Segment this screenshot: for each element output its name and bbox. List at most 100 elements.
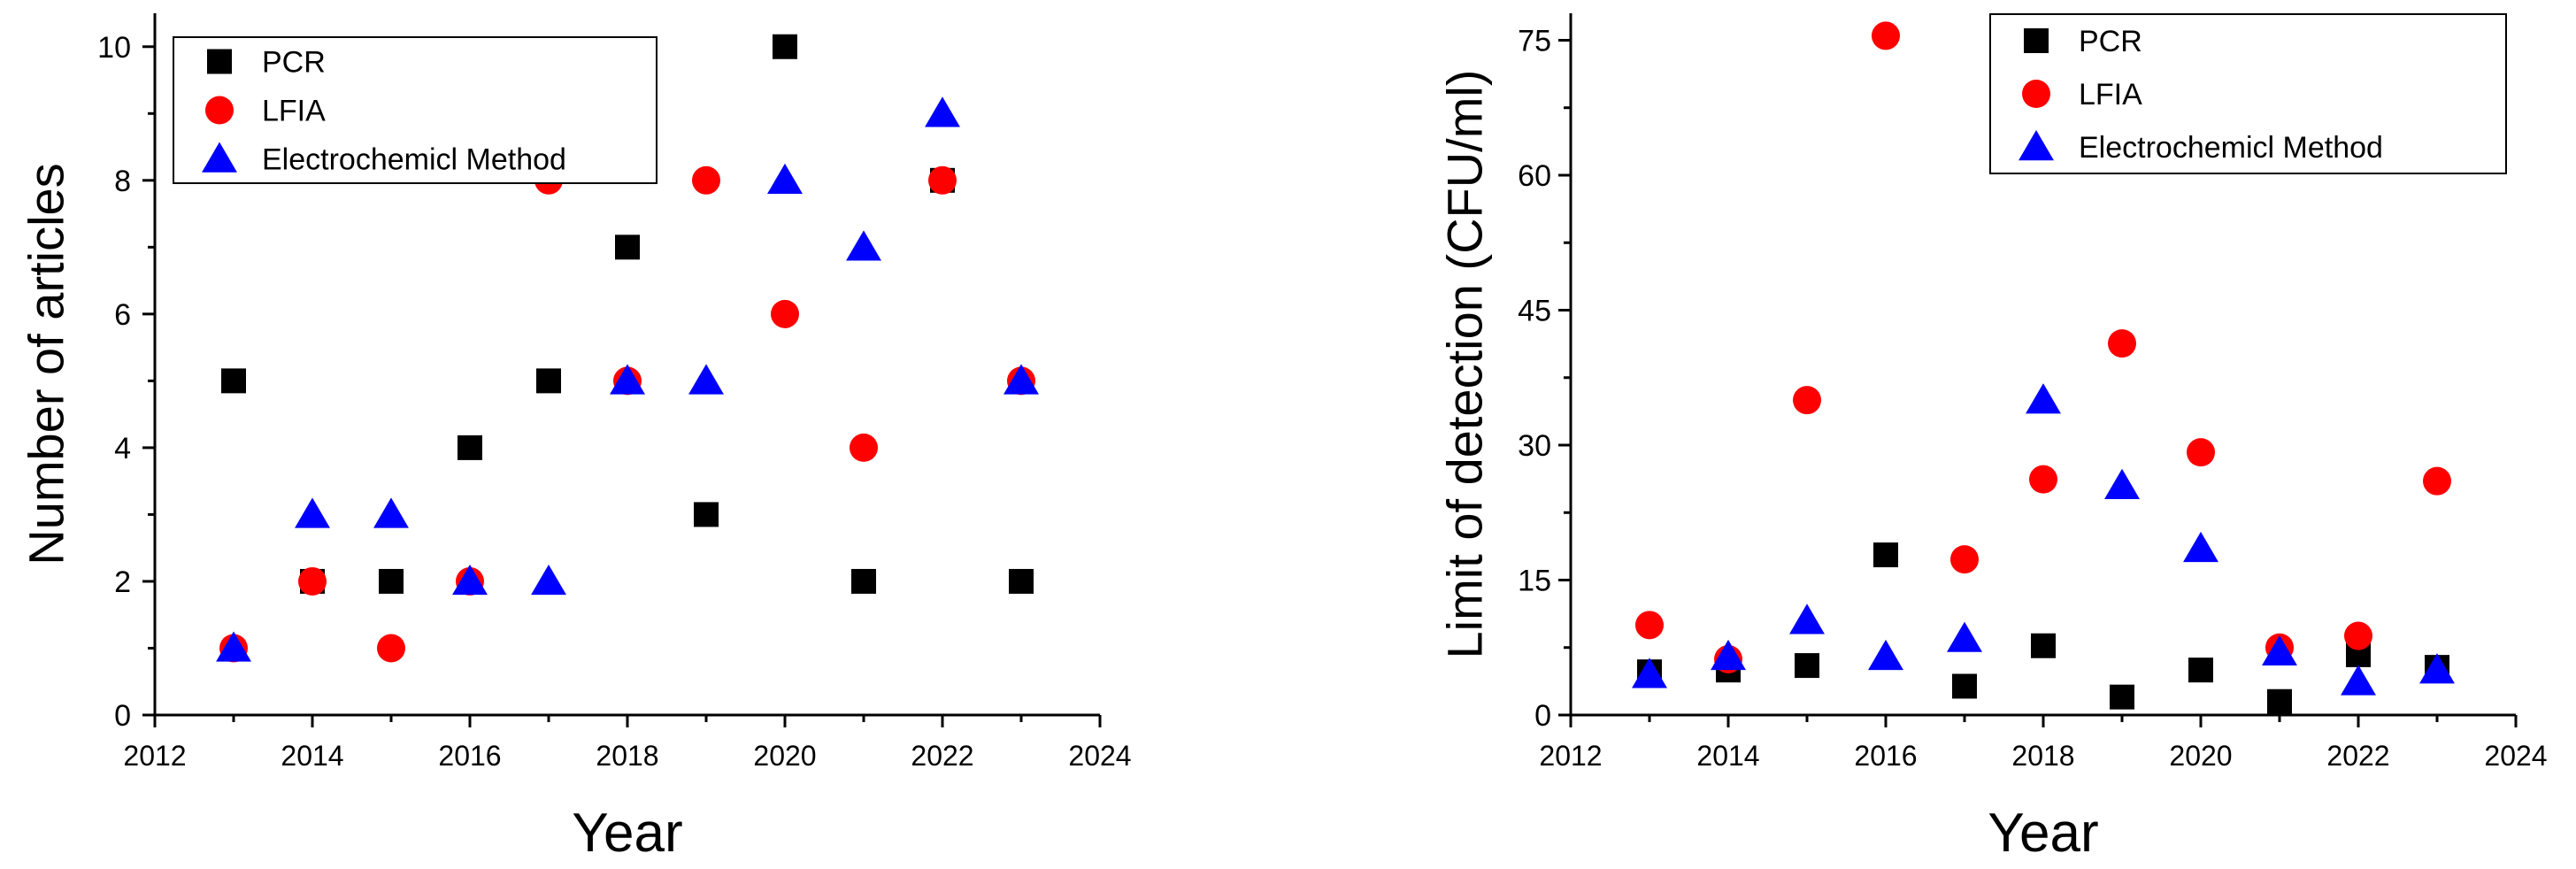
data-point: [221, 368, 246, 394]
data-point: [2108, 329, 2136, 358]
data-point: [377, 634, 405, 663]
legend-marker: [2022, 80, 2050, 108]
data-point: [2026, 383, 2061, 414]
data-point: [536, 368, 561, 394]
series-triangle: [1632, 383, 2455, 696]
data-point: [1789, 604, 1825, 634]
y-tick-label: 75: [1518, 25, 1551, 58]
y-tick-label: 45: [1518, 295, 1551, 328]
x-tick-label: 2020: [2169, 740, 2232, 772]
data-point: [216, 631, 251, 662]
data-point: [458, 434, 482, 460]
data-point: [1635, 611, 1664, 640]
data-point: [771, 299, 799, 328]
y-axis-label: Number of articles: [19, 163, 74, 565]
data-point: [2031, 633, 2056, 658]
data-point: [928, 165, 957, 195]
data-point: [298, 566, 327, 596]
legend-marker: [2024, 28, 2049, 53]
data-point: [850, 433, 878, 462]
legend-label: LFIA: [2079, 78, 2142, 112]
x-tick-label: 2014: [1696, 740, 1759, 772]
legend: PCR LFIA Electrochemicl Method: [1989, 13, 2507, 174]
data-point: [2110, 684, 2134, 710]
series-square: [1637, 542, 2449, 714]
detection-limit-chart: 2012 2014 2016 2018 2020 2022 2024 0 15 30 45 60 75 Y…: [1437, 13, 2548, 864]
y-tick-label: 2: [114, 565, 131, 599]
data-point: [1947, 621, 1982, 652]
data-point: [1873, 542, 1898, 568]
x-axis-label: Year: [1988, 803, 2098, 864]
data-point: [531, 564, 566, 596]
data-point: [610, 364, 645, 395]
data-point: [2267, 688, 2292, 714]
legend-marker: [207, 49, 232, 74]
data-point: [2104, 468, 2140, 499]
data-point: [2423, 466, 2451, 496]
y-tick-label: 6: [114, 298, 131, 332]
data-point: [2187, 438, 2215, 467]
data-point: [373, 497, 409, 528]
x-tick-label: 2022: [2326, 740, 2389, 772]
data-point: [1009, 568, 1034, 594]
articles-chart: 2012 2014 2016 2018 2020 2022 2024 0 2 4 6 8 10 Year N…: [19, 13, 1132, 864]
y-tick-label: 4: [114, 432, 131, 465]
y-tick-label: 8: [114, 165, 131, 198]
data-point: [2419, 653, 2455, 684]
x-axis-label: Year: [572, 803, 682, 864]
y-tick-label: 30: [1518, 429, 1551, 463]
x-tick-label: 2018: [2011, 740, 2074, 772]
x-tick-label: 2012: [123, 740, 186, 772]
legend-label: Electrochemicl Method: [262, 143, 566, 177]
data-point: [452, 564, 488, 596]
data-point: [615, 235, 640, 260]
data-point: [688, 364, 724, 395]
y-axis-label: Limit of detection (CFU/ml): [1437, 70, 1493, 659]
data-point: [925, 96, 960, 127]
legend-box: [1989, 13, 2507, 174]
legend-box: [173, 36, 657, 184]
data-point: [851, 568, 876, 594]
legend-label: PCR: [262, 46, 326, 80]
x-tick-label: 2014: [281, 740, 343, 772]
data-point: [1950, 545, 1979, 574]
x-tick-label: 2022: [911, 740, 973, 772]
data-point: [1952, 673, 1977, 699]
data-point: [2341, 665, 2376, 696]
data-point: [767, 163, 803, 195]
data-point: [846, 230, 881, 261]
y-tick-label: 0: [114, 699, 131, 733]
data-point: [379, 568, 404, 594]
x-tick-label: 2012: [1539, 740, 1602, 772]
legend: PCR LFIA Electrochemicl Method: [173, 36, 657, 184]
data-point: [2183, 531, 2218, 563]
x-tick-label: 2024: [2484, 740, 2547, 772]
x-tick-label: 2016: [1854, 740, 1917, 772]
legend-label: PCR: [2079, 25, 2142, 58]
legend-marker: [202, 142, 237, 173]
y-tick-label: 10: [97, 31, 131, 65]
data-point: [1711, 639, 1746, 671]
x-tick-label: 2018: [596, 740, 658, 772]
data-point: [1632, 658, 1667, 688]
x-tick-label: 2024: [1068, 740, 1131, 772]
y-tick-label: 0: [1534, 699, 1551, 733]
data-point: [773, 34, 797, 59]
y-tick-label: 60: [1518, 159, 1551, 193]
data-point: [1793, 386, 1821, 415]
series-triangle: [216, 96, 1039, 662]
data-point: [692, 165, 720, 195]
legend-marker: [205, 96, 234, 125]
data-point: [2029, 465, 2057, 494]
legend-label: Electrochemicl Method: [2079, 131, 2383, 165]
series-circle: [1635, 21, 2451, 673]
data-point: [1868, 639, 1903, 671]
data-point: [2344, 621, 2372, 650]
data-point: [1003, 364, 1039, 395]
legend-marker: [2019, 130, 2054, 161]
data-point: [1795, 653, 1819, 679]
data-point: [2262, 634, 2297, 666]
data-point: [2188, 658, 2213, 683]
y-tick-label: 15: [1518, 565, 1551, 598]
